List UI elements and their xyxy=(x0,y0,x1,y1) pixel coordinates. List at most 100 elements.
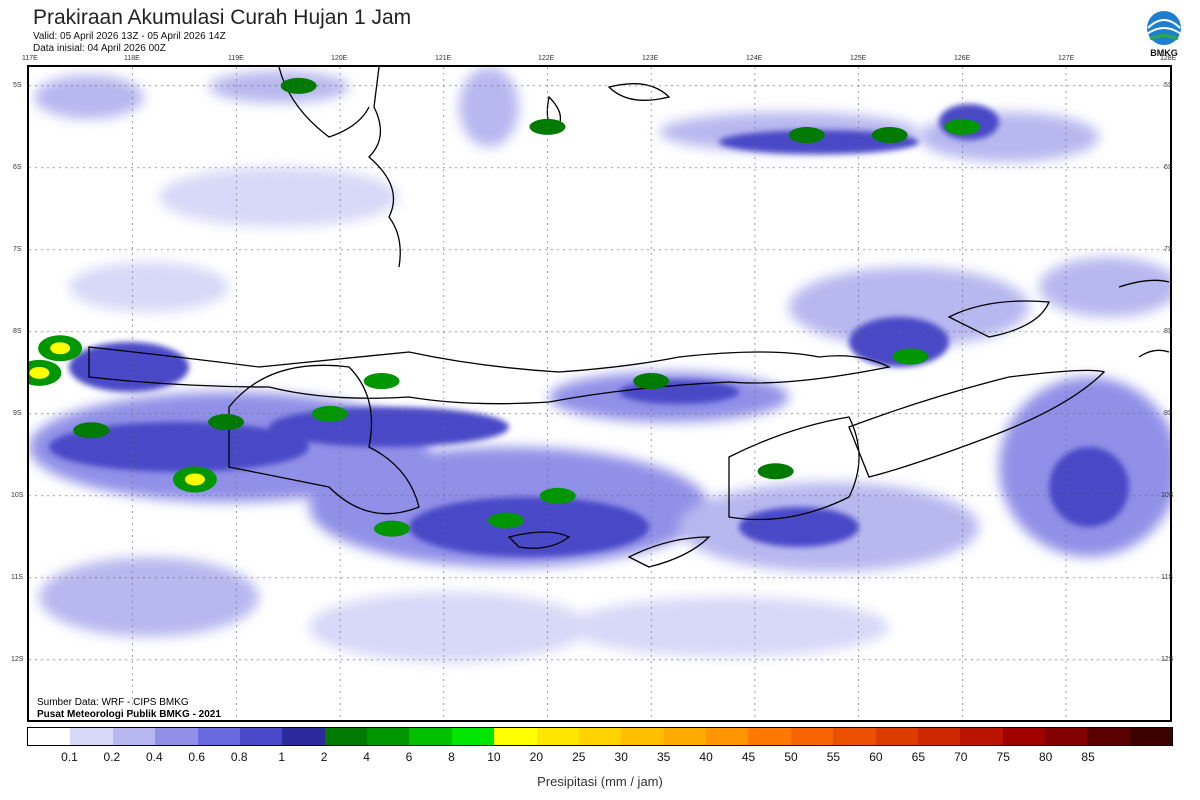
colorbar-label: 50 xyxy=(784,750,798,764)
lat-tick-right: 5S xyxy=(1164,82,1173,89)
lon-tick: 120E xyxy=(331,55,348,62)
map-canvas xyxy=(29,67,1170,720)
colorbar-label: 30 xyxy=(614,750,628,764)
valid-time: Valid: 05 April 2026 13Z - 05 April 2026… xyxy=(33,31,226,42)
colorbar-label: 85 xyxy=(1081,750,1095,764)
rain-cell xyxy=(373,520,410,537)
colorbar-label: 4 xyxy=(363,750,370,764)
data-source: Sumber Data: WRF - CIPS BMKG xyxy=(37,697,189,708)
lon-tick: 126E xyxy=(954,55,971,62)
page-title: Prakiraan Akumulasi Curah Hujan 1 Jam xyxy=(33,6,412,29)
lat-lon-grid xyxy=(29,67,1170,720)
lat-tick: 11S xyxy=(11,574,23,581)
rain-cell xyxy=(184,473,205,486)
colorbar-label: 0.2 xyxy=(103,750,121,764)
init-time: Data inisial: 04 April 2026 00Z xyxy=(33,43,166,54)
colorbar-swatch xyxy=(367,728,410,745)
colorbar-swatch xyxy=(917,728,961,745)
rain-cell xyxy=(892,348,929,365)
colorbar-label: 1 xyxy=(278,750,285,764)
colorbar xyxy=(27,727,1173,746)
colorbar-label: 0.4 xyxy=(145,750,163,764)
colorbar-label: 65 xyxy=(911,750,926,764)
lon-tick: 119E xyxy=(228,55,244,62)
rain-cell xyxy=(208,414,245,431)
colorbar-title: Presipitasi (mm / jam) xyxy=(537,774,663,789)
colorbar-label: 8 xyxy=(448,750,455,764)
lat-tick: 7S xyxy=(13,246,22,253)
lat-tick: 8S xyxy=(13,328,22,335)
colorbar-label: 20 xyxy=(529,750,544,764)
colorbar-swatch xyxy=(960,728,1003,745)
colorbar-swatch xyxy=(197,728,240,745)
colorbar-label: 2 xyxy=(320,750,328,764)
colorbar-label: 10 xyxy=(487,750,501,764)
lon-tick: 121E xyxy=(435,55,452,62)
rain-cell xyxy=(757,463,794,480)
colorbar-swatch xyxy=(875,728,918,745)
rain-cell xyxy=(633,373,670,390)
lat-tick: 5S xyxy=(13,82,22,89)
lat-tick: 6S xyxy=(13,164,22,171)
colorbar-swatch xyxy=(112,728,156,745)
colorbar-swatch xyxy=(1045,728,1088,745)
colorbar-swatch xyxy=(494,728,537,745)
rain-cell xyxy=(363,373,400,390)
colorbar-swatch xyxy=(70,728,113,745)
lat-tick: 12S xyxy=(11,656,24,663)
colorbar-swatch xyxy=(409,728,452,745)
lon-tick: 125E xyxy=(850,55,867,62)
rain-cell xyxy=(280,77,317,94)
light-rain-layer xyxy=(29,67,1170,662)
rain-cell xyxy=(73,422,110,439)
colorbar-swatch xyxy=(833,728,876,745)
colorbar-swatch xyxy=(790,728,834,745)
colorbar-label: 55 xyxy=(826,750,841,764)
rain-cell xyxy=(50,342,71,355)
rain-cell xyxy=(488,512,525,529)
colorbar-swatch xyxy=(578,728,622,745)
rain-cell xyxy=(788,127,825,144)
colorbar-swatch xyxy=(1087,728,1130,745)
colorbar-label: 6 xyxy=(405,750,413,764)
colorbar-label: 25 xyxy=(572,750,586,764)
lat-tick-right: 6S xyxy=(1164,164,1173,171)
heavy-rain-layer xyxy=(29,77,981,537)
rain-cell xyxy=(529,118,566,135)
colorbar-label: 0.6 xyxy=(188,750,206,764)
bmkg-logo: BMKG xyxy=(1146,11,1182,58)
lon-tick: 127E xyxy=(1058,55,1075,62)
lon-tick: 128E xyxy=(1160,55,1177,62)
colorbar-label: 80 xyxy=(1038,750,1053,764)
colorbar-swatch xyxy=(1002,728,1045,745)
lat-tick-right: 7S xyxy=(1164,246,1173,253)
colorbar-swatch xyxy=(282,728,325,745)
lon-tick: 122E xyxy=(538,55,555,62)
colorbar-swatch xyxy=(1129,728,1173,745)
colorbar-swatch xyxy=(324,728,367,745)
rain-cell xyxy=(944,118,981,135)
rain-cell xyxy=(871,127,908,144)
lat-tick-right: 9S xyxy=(1164,410,1173,417)
lat-tick-right: 11S xyxy=(1161,574,1173,581)
colorbar-label: 60 xyxy=(869,750,883,764)
colorbar-swatch xyxy=(748,728,791,745)
colorbar-label: 45 xyxy=(741,750,756,764)
svg-text:BMKG: BMKG xyxy=(1150,48,1178,58)
colorbar-swatch xyxy=(239,728,283,745)
colorbar-label: 70 xyxy=(954,750,968,764)
colorbar-label: 0.8 xyxy=(230,750,248,764)
colorbar-label: 40 xyxy=(699,750,713,764)
lat-tick-right: 10S xyxy=(1161,492,1174,499)
colorbar-swatch xyxy=(451,728,495,745)
rainfall-map xyxy=(27,65,1172,722)
colorbar-swatch xyxy=(706,728,749,745)
colorbar-label: 75 xyxy=(996,750,1010,764)
colorbar-label: 35 xyxy=(656,750,671,764)
rain-cell xyxy=(29,366,50,379)
colorbar-swatch xyxy=(28,728,71,745)
lat-tick-right: 12S xyxy=(1161,656,1174,663)
lat-tick: 9S xyxy=(13,410,22,417)
lon-tick: 123E xyxy=(642,55,659,62)
producer: Pusat Meteorologi Publik BMKG - 2021 xyxy=(37,709,221,720)
